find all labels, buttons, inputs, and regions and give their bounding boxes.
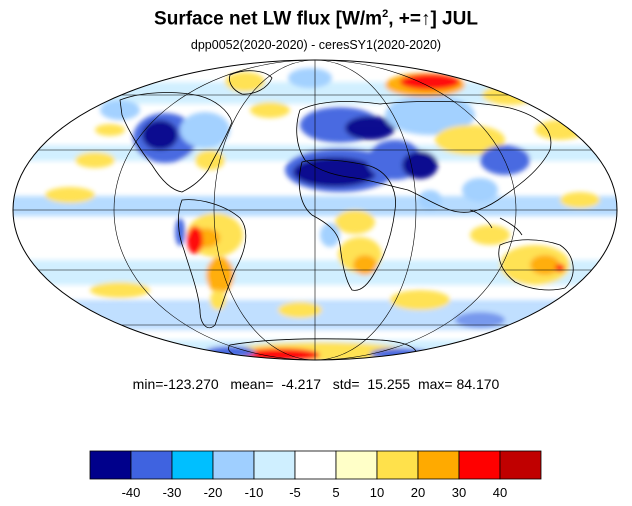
std-value: 15.255	[367, 376, 411, 392]
colorbar-box	[458, 450, 501, 480]
colorbar-labels: -40 -30 -20 -10 -5 5 10 20 30 40	[122, 485, 508, 500]
colorbar-box	[171, 450, 214, 480]
colorbar-box	[212, 450, 255, 480]
colorbar-tick-label: -40	[122, 485, 141, 500]
max-value: 84.170	[456, 376, 500, 392]
colorbar-box	[335, 450, 378, 480]
colorbar-box	[417, 450, 460, 480]
title-exponent: 2	[382, 8, 389, 20]
colorbar-tick-label: 20	[411, 485, 425, 500]
colorbar-box	[130, 450, 173, 480]
std-label: std=	[332, 376, 360, 392]
colorbar-box	[499, 450, 542, 480]
map-outline	[12, 59, 618, 361]
min-label: min=	[132, 376, 164, 392]
title-text-mid: , +=	[388, 8, 421, 30]
plot-title: Surface net LW flux [W/m2, +=↑] JUL	[0, 8, 632, 30]
statistics-line: min=-123.270 mean= -4.217 std= 15.255 ma…	[0, 376, 632, 392]
colorbar-boxes	[89, 450, 542, 480]
max-label: max=	[417, 376, 453, 392]
colorbar-tick-label: 10	[370, 485, 384, 500]
plot-subtitle: dpp0052(2020-2020) - ceresSY1(2020-2020)	[190, 38, 442, 52]
mean-value: -4.217	[281, 376, 322, 392]
colorbar-box	[253, 450, 296, 480]
colorbar-box	[89, 450, 132, 480]
colorbar-tick-label: -10	[245, 485, 264, 500]
colorbar-tick-label: -30	[163, 485, 182, 500]
min-value: -123.270	[163, 376, 219, 392]
world-map	[12, 59, 618, 361]
colorbar-box	[294, 450, 337, 480]
title-text-end: ] JUL	[430, 8, 478, 30]
mean-label: mean=	[230, 376, 274, 392]
colorbar-tick-label: -20	[204, 485, 223, 500]
colorbar-tick-label: -5	[289, 485, 301, 500]
colorbar-tick-label: 40	[493, 485, 507, 500]
up-arrow-icon: ↑	[420, 8, 431, 30]
colorbar-tick-label: 5	[332, 485, 339, 500]
colorbar-tick-label: 30	[452, 485, 466, 500]
colorbar-box	[376, 450, 419, 480]
title-text: Surface net LW flux [W/m	[154, 8, 383, 30]
